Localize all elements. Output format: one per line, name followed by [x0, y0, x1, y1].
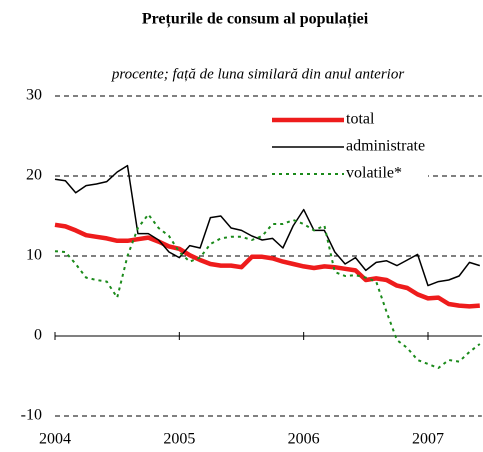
series-line [54, 222, 480, 309]
x-tick-label: 2006 [288, 431, 320, 448]
x-tick-label: 2005 [163, 431, 195, 448]
y-tick-label: 10 [26, 247, 42, 264]
y-tick-label: 30 [26, 87, 42, 104]
legend-label: volatile* [346, 165, 402, 182]
y-tick-label: 0 [34, 327, 42, 344]
series-line [54, 213, 481, 369]
x-tick-label: 2007 [412, 431, 444, 448]
x-tick-label: 2004 [39, 431, 71, 448]
legend-label: administrate [346, 138, 425, 155]
y-tick-label: -10 [21, 407, 42, 424]
chart-title: Prețurile de consum al populației [142, 11, 369, 29]
legend-label: total [346, 111, 375, 128]
y-tick-label: 20 [26, 167, 42, 184]
chart-subtitle: procente; față de luna similară din anul… [111, 66, 405, 82]
series-line [54, 164, 481, 287]
